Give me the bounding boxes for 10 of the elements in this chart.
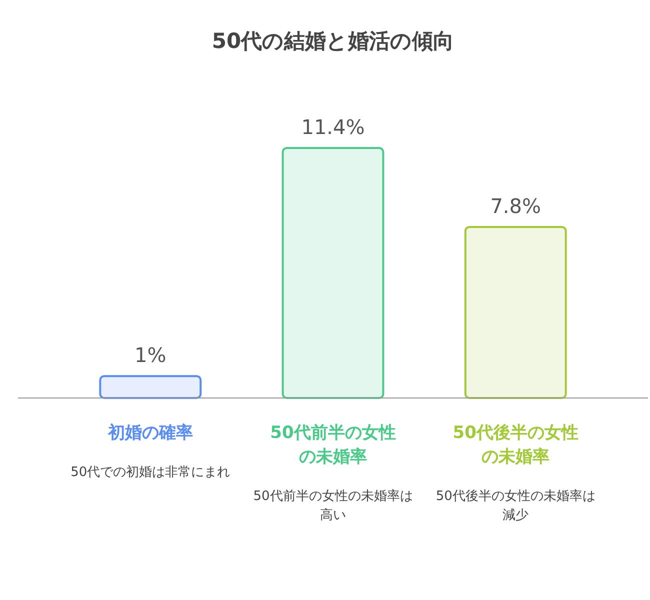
text: 50代での初婚は非常にまれ <box>70 465 230 480</box>
data-label: 7.8% <box>490 194 542 218</box>
x-tick-label: 50代前半の女性の未婚率 <box>270 423 396 467</box>
text: 50代後半の女性の未婚率は減少 <box>436 488 596 523</box>
chart-title: 50代の結婚と婚活の傾向 <box>212 29 454 53</box>
x-tick-label: 50代後半の女性の未婚率 <box>452 423 578 467</box>
data-label: 11.4% <box>301 115 365 139</box>
text: 50代前半の女性の未婚率は高い <box>253 488 413 523</box>
data-label: 1% <box>134 343 166 368</box>
x-tick-label: 初婚の確率 <box>106 423 193 443</box>
